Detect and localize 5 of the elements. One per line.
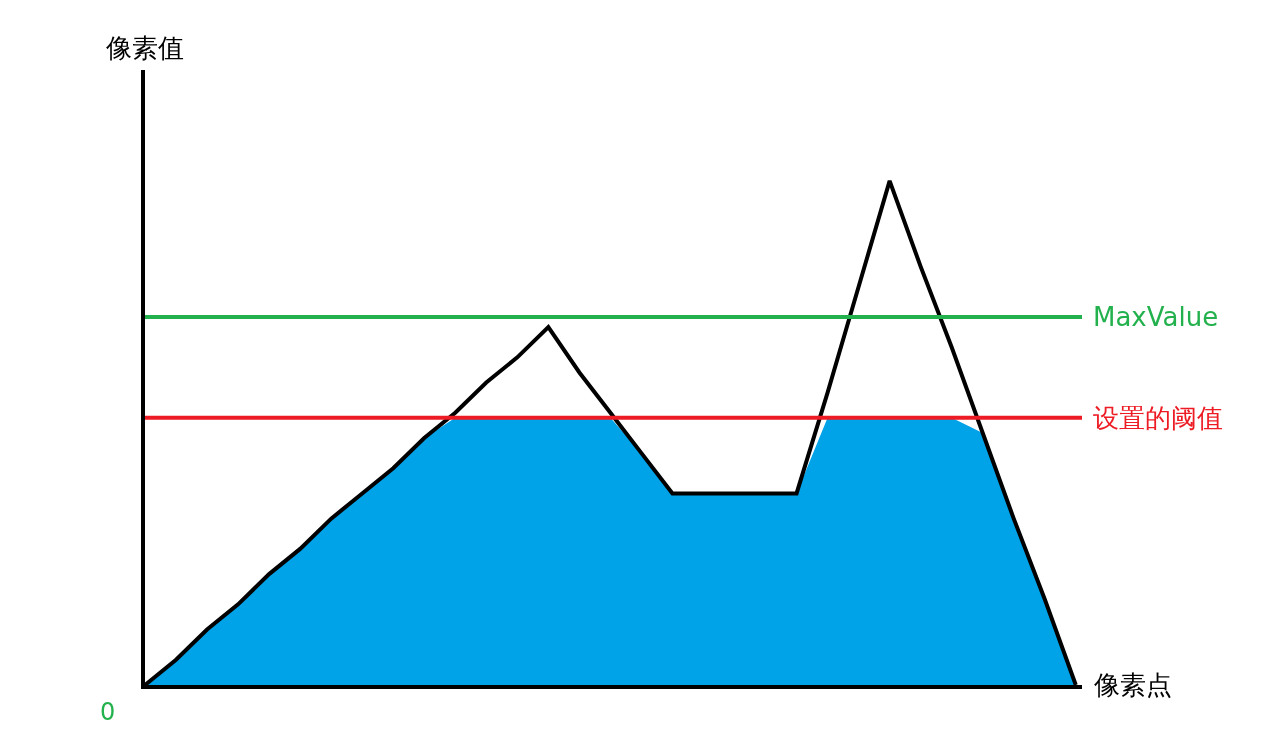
ref-line-label: MaxValue [1093,302,1219,332]
x-axis-title: 像素点 [1094,670,1172,700]
ref-line-label: 设置的阈值 [1093,403,1223,433]
text: 0 [100,698,116,726]
y-axis-title: 像素值 [106,33,184,63]
